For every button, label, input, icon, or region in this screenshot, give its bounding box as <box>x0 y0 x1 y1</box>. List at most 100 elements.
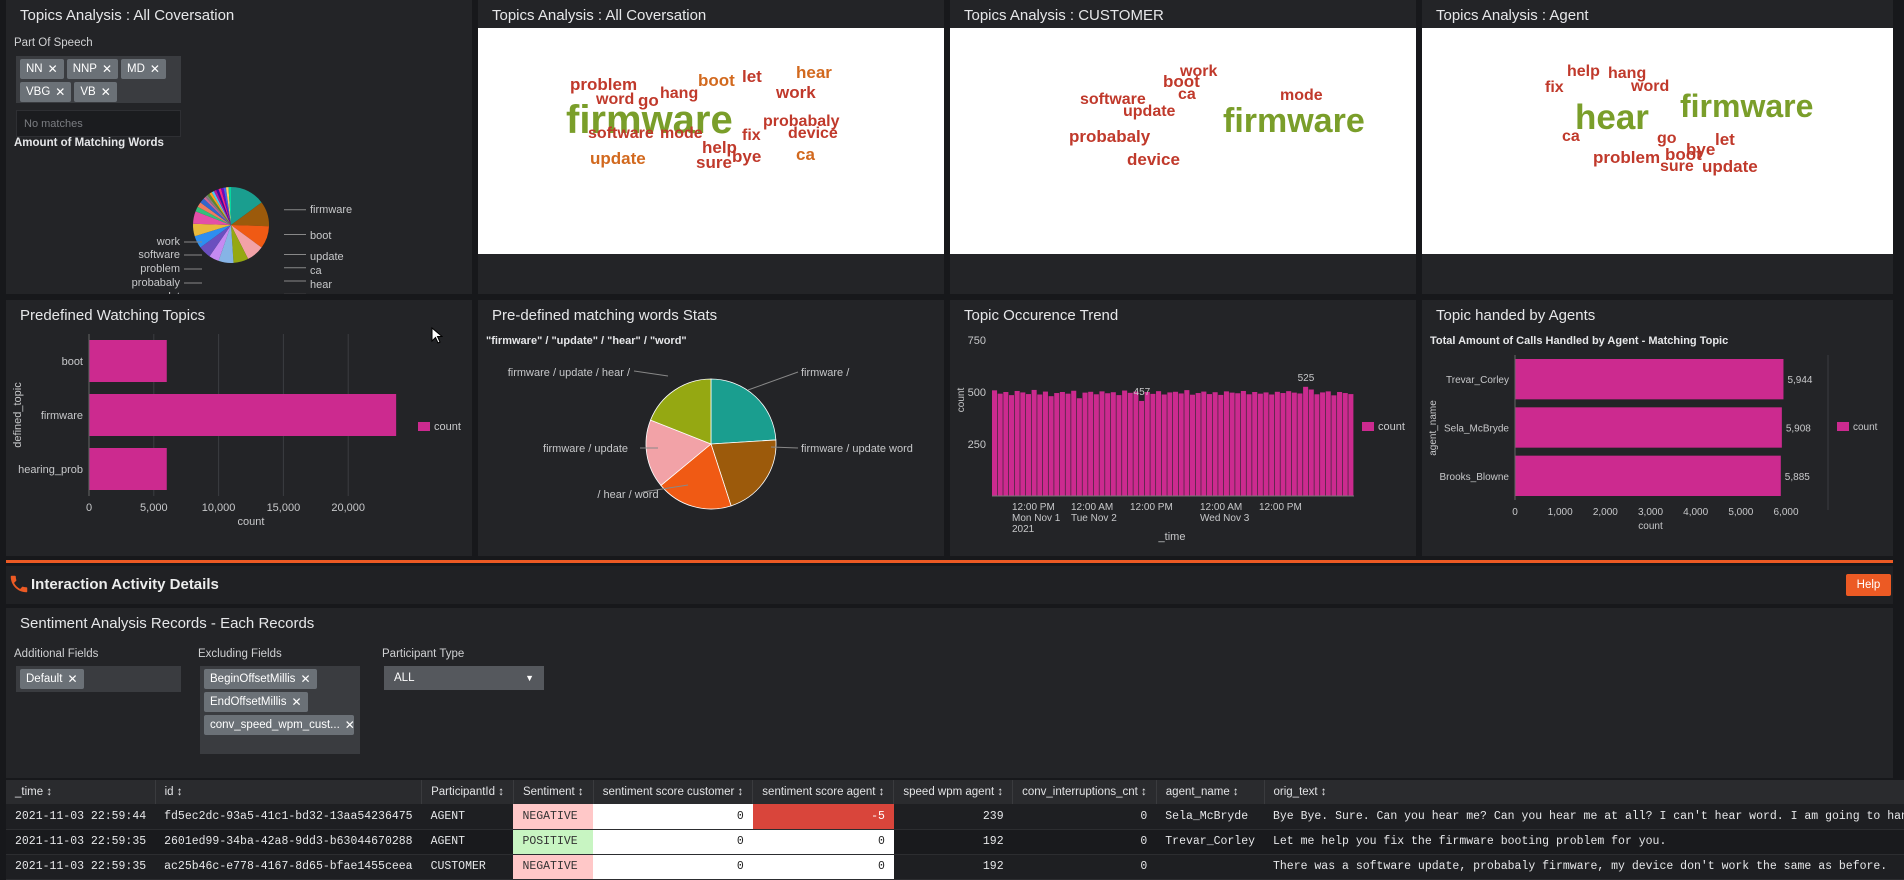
pie-slice <box>211 191 231 225</box>
table-row[interactable]: 2021-11-03 22:59:35 ac25b46c-e778-4167-8… <box>6 854 1904 880</box>
pie-label: device <box>310 293 342 294</box>
panel-title: Topic Occurence Trend <box>964 307 1119 324</box>
pie-label: update <box>310 251 344 263</box>
wordcloud-word: hear <box>1575 98 1649 137</box>
column-header-time[interactable]: _time ↕ <box>6 780 156 804</box>
remove-token-icon[interactable]: ✕ <box>47 62 58 76</box>
pie-slice <box>645 419 712 486</box>
pos-token[interactable]: NN ✕ <box>20 59 64 79</box>
remove-token-icon[interactable]: ✕ <box>100 85 111 99</box>
wordcloud-word: update <box>590 149 646 168</box>
x-tick-label: 20,000 <box>331 502 365 514</box>
remove-token-icon[interactable]: ✕ <box>149 62 160 76</box>
pie-label: boot <box>310 230 331 242</box>
remove-token-icon[interactable]: ✕ <box>67 672 78 686</box>
x-tick-label: 5,000 <box>140 502 168 514</box>
bar <box>1348 394 1354 496</box>
column-header-orig-text[interactable]: orig_text ↕ <box>1264 780 1904 804</box>
wordcloud-word: word <box>1631 78 1670 95</box>
pie-slice <box>710 439 777 507</box>
x-tick-label: 6,000 <box>1773 507 1798 518</box>
bar <box>1263 392 1269 496</box>
bar <box>1031 389 1037 496</box>
y-tick-label: Brooks_Blowne <box>1440 472 1510 483</box>
panel-topic-agents: Topic handed by Agents Total Amount of C… <box>1422 300 1893 556</box>
pos-token[interactable]: VB ✕ <box>74 82 117 102</box>
x-tick-label: 4,000 <box>1683 507 1708 518</box>
excluding-field-token[interactable]: BeginOffsetMillis ✕ <box>204 669 317 689</box>
bar <box>1320 392 1326 496</box>
y-tick-label: 750 <box>968 335 986 347</box>
column-header-agent-name[interactable]: agent_name ↕ <box>1156 780 1265 804</box>
y-tick-label: 500 <box>968 387 986 399</box>
wordcloud-word: device <box>788 125 838 142</box>
excluding-fields-multiselect[interactable]: BeginOffsetMillis ✕ EndOffsetMillis ✕ conv… <box>200 666 360 754</box>
panel-topic-trend: Topic Occurence Trend 250 500 750 457 525 12:… <box>950 300 1416 556</box>
remove-token-icon[interactable]: ✕ <box>291 695 302 709</box>
pie-slice <box>231 225 249 263</box>
wordcloud-word: go <box>1657 130 1677 147</box>
table-row[interactable]: 2021-11-03 22:59:44 fd5ec2dc-93a5-41c1-b… <box>6 804 1904 830</box>
wordcloud-word: hang <box>660 85 699 102</box>
pie-slice <box>710 378 777 445</box>
panel-title: Topics Analysis : CUSTOMER <box>964 7 1164 24</box>
pos-token[interactable]: VBG ✕ <box>20 82 72 102</box>
excluding-field-token[interactable]: conv_speed_wpm_cust... ✕ <box>204 715 355 735</box>
bar <box>1048 396 1054 496</box>
wordcloud-word: boot <box>1665 145 1702 164</box>
bar-title: Total Amount of Calls Handled by Agent -… <box>1430 335 1729 347</box>
bar <box>992 390 998 496</box>
cell-agent-name <box>1156 854 1264 880</box>
cell-id: fd5ec2dc-93a5-41c1-bd32-13aa54236475 <box>155 804 422 830</box>
y-tick-label: 250 <box>968 439 986 451</box>
column-header-score-agent[interactable]: sentiment score agent ↕ <box>752 780 895 804</box>
bar <box>1014 390 1020 496</box>
wordcloud-word: mode <box>660 125 703 142</box>
pie-slice <box>193 211 231 225</box>
bar <box>1515 359 1784 400</box>
cell-score-customer: 0 <box>593 854 753 880</box>
records-title: Sentiment Analysis Records - Each Record… <box>20 615 315 632</box>
column-header-participant[interactable]: ParticipantId ↕ <box>421 780 514 804</box>
x-tick-label: 2,000 <box>1593 507 1618 518</box>
cell-participant: AGENT <box>421 804 514 830</box>
panel-predefined-topics: Predefined Watching Topics 0 5,000 10,000 1… <box>6 300 472 556</box>
remove-token-icon[interactable]: ✕ <box>101 62 113 76</box>
help-button[interactable]: Help <box>1846 574 1891 596</box>
wordcloud-word: problem <box>1593 148 1661 167</box>
column-header-sentiment[interactable]: Sentiment ↕ <box>513 780 594 804</box>
participant-type-select[interactable]: ALL ▼ <box>384 666 544 690</box>
panel-wordcloud-all: Topics Analysis : All Coversation firmwa… <box>478 0 944 294</box>
column-header-speed-wpm[interactable]: speed wpm agent ↕ <box>893 780 1014 804</box>
column-header-interruptions[interactable]: conv_interruptions_cnt ↕ <box>1012 780 1157 804</box>
additional-fields-multiselect[interactable]: Default ✕ <box>16 666 181 692</box>
cell-time: 2021-11-03 22:59:35 <box>6 854 156 880</box>
bar <box>89 340 167 382</box>
wordcloud-word: problem <box>570 75 638 94</box>
bar <box>1167 392 1173 496</box>
pos-token[interactable]: NNP ✕ <box>66 59 119 79</box>
remove-token-icon[interactable]: ✕ <box>55 85 66 99</box>
pos-multiselect[interactable]: NN ✕ NNP ✕ MD ✕ VBG ✕ VB ✕ <box>16 56 181 103</box>
section-divider <box>6 560 1893 563</box>
pie-slice <box>205 195 231 225</box>
remove-token-icon[interactable]: ✕ <box>344 718 355 732</box>
additional-field-token[interactable]: Default ✕ <box>20 669 84 689</box>
cell-agent-name: Trevar_Corley <box>1156 829 1264 855</box>
bar <box>1071 390 1077 496</box>
cell-speed-wpm: 239 <box>893 804 1013 830</box>
wordcloud-word: let <box>1715 130 1735 149</box>
pie-slice <box>209 192 231 225</box>
column-header-score-customer[interactable]: sentiment score customer ↕ <box>593 780 754 804</box>
bar <box>1257 393 1263 496</box>
column-header-id[interactable]: id ↕ <box>155 780 423 804</box>
pie-label: firmware / update <box>543 443 628 455</box>
remove-token-icon[interactable]: ✕ <box>300 672 311 686</box>
cell-sentiment: NEGATIVE <box>513 804 594 830</box>
pos-token[interactable]: MD ✕ <box>121 59 166 79</box>
table-row[interactable]: 2021-11-03 22:59:35 2601ed99-34ba-42a8-9… <box>6 829 1904 855</box>
x-tick-label: 1,000 <box>1548 507 1573 518</box>
excluding-field-token[interactable]: EndOffsetMillis ✕ <box>204 692 308 712</box>
cell-interruptions: 0 <box>1012 804 1157 830</box>
